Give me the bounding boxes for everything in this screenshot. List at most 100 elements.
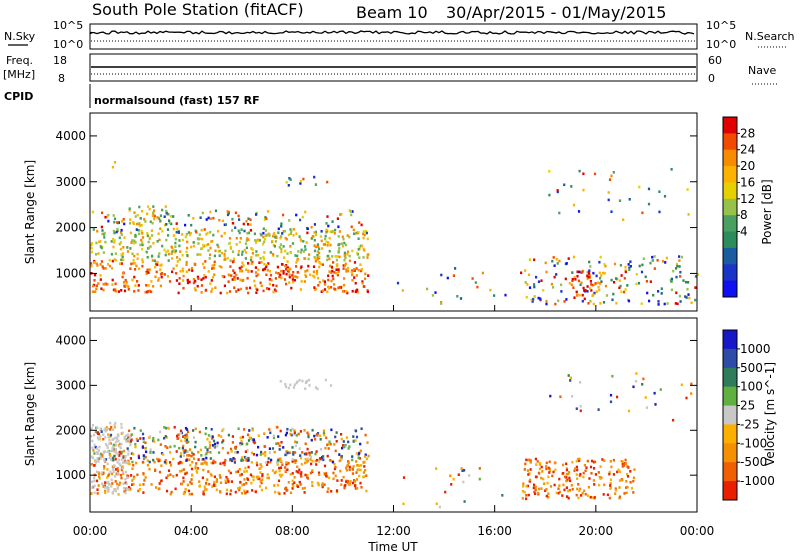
vel-cell (576, 477, 579, 480)
power-cell (169, 215, 172, 218)
vel-cell (281, 463, 284, 466)
power-cell (223, 255, 226, 258)
power-cell (139, 243, 142, 247)
power-cell (323, 280, 326, 283)
power-cell (178, 282, 181, 285)
vel-cell (614, 487, 617, 490)
vel-cell (597, 471, 600, 474)
power-cell (540, 279, 543, 282)
power-cell (107, 213, 110, 217)
power-cell (280, 247, 283, 251)
vel-cell (567, 472, 570, 476)
vel-cell (318, 458, 321, 462)
vel-cell (209, 435, 212, 438)
vel-cell (289, 473, 292, 476)
power-cell (172, 234, 175, 237)
power-cell (202, 277, 205, 280)
vel-cell (163, 426, 166, 429)
vel-cell (360, 427, 363, 430)
vel-cell (576, 468, 579, 472)
vel-cell (202, 457, 205, 461)
power-cell (121, 272, 125, 275)
vel-cell (112, 443, 115, 447)
vel-cell (106, 462, 109, 466)
vel-cell (278, 466, 281, 470)
power-cell (217, 245, 220, 249)
vel-cell (296, 465, 299, 469)
vel-cell (237, 427, 240, 430)
power-cell (120, 231, 123, 234)
vel-cell (594, 460, 597, 464)
power-cell (91, 210, 95, 214)
vel-cell (327, 447, 330, 450)
vel-cell (111, 456, 114, 460)
vel-cell (124, 455, 127, 458)
vel-cell (226, 451, 229, 455)
vel-cell (154, 468, 157, 472)
power-cell (134, 215, 137, 218)
power-cell (362, 256, 365, 259)
power-cell (686, 287, 689, 291)
vel-cell (311, 459, 314, 463)
power-cell (696, 273, 699, 276)
vel-cell (99, 427, 102, 431)
power-cell (141, 258, 144, 261)
power-cell (236, 277, 239, 280)
vel-cell (347, 461, 350, 465)
power-cell (114, 289, 117, 293)
power-cell (255, 291, 258, 294)
power-cell (564, 277, 567, 281)
power-cell (322, 279, 325, 282)
vel-cell (540, 476, 543, 480)
power-cell (144, 291, 147, 294)
power-cell (120, 233, 123, 236)
vel-cell (259, 463, 262, 466)
vel-cell (565, 462, 568, 466)
vel-cell (575, 493, 578, 497)
vel-cell (257, 445, 260, 449)
power-cell (300, 248, 303, 252)
power-cell (493, 294, 496, 297)
vel-cell (340, 455, 343, 458)
power-cell (618, 199, 622, 202)
vel-cbar-tick-label: 100 (740, 380, 763, 394)
power-cell (131, 239, 134, 243)
vel-cell (305, 460, 308, 464)
power-cell (551, 259, 554, 263)
vel-cell (680, 383, 683, 387)
power-cell (241, 269, 244, 273)
vel-cell (315, 433, 318, 436)
vel-cell (460, 467, 463, 470)
power-cbar-tick-label: 4 (740, 225, 748, 239)
vel-cell (584, 492, 587, 496)
vel-cell (260, 488, 263, 492)
vel-cell (102, 437, 105, 441)
xtick-label: 20:00 (579, 524, 614, 538)
vel-cell (284, 469, 287, 473)
power-cell (537, 296, 540, 300)
vel-cell (632, 491, 635, 494)
vel-cell (324, 378, 327, 382)
vel-cell (225, 475, 228, 479)
vel-cell (571, 488, 574, 491)
vel-cell (342, 444, 345, 447)
power-cell (605, 294, 609, 297)
power-cell (579, 283, 582, 286)
vel-cell (114, 468, 118, 471)
power-cell (257, 273, 260, 276)
power-cell (120, 262, 123, 265)
vel-cell (635, 380, 638, 383)
power-cell (582, 286, 585, 290)
power-cell (316, 250, 319, 253)
power-cell (147, 246, 151, 250)
vel-cell (345, 480, 348, 484)
vel-cell (259, 453, 262, 456)
power-cell (658, 190, 661, 193)
vel-cell (243, 455, 246, 459)
nave-label: Nave (748, 64, 776, 77)
power-cell (304, 245, 307, 248)
vel-cell (366, 441, 369, 444)
power-cell (325, 222, 328, 225)
power-cell (255, 287, 258, 290)
power-cell (198, 233, 201, 236)
